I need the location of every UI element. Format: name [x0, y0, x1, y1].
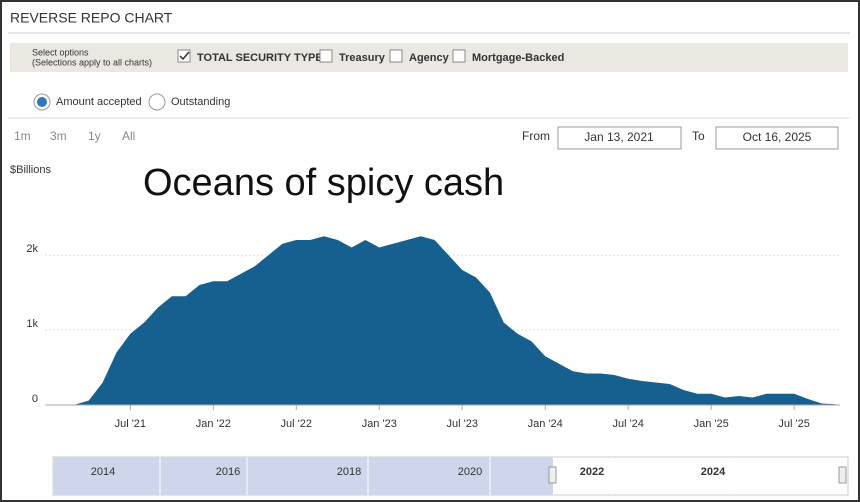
x-tick-label: Jan '24	[528, 418, 563, 430]
navigator-year: 2018	[337, 466, 361, 478]
options-bar	[10, 43, 848, 72]
checkbox-label[interactable]: Mortgage-Backed	[472, 52, 564, 64]
checkbox[interactable]	[389, 49, 403, 63]
navigator-year: 2016	[216, 466, 240, 478]
checkbox[interactable]	[452, 49, 466, 63]
from-input[interactable]	[557, 126, 682, 150]
area	[75, 236, 836, 405]
range-button[interactable]: 1y	[88, 129, 101, 143]
x-tick-label: Jul '22	[281, 418, 312, 430]
checkmark[interactable]	[179, 51, 190, 61]
radio[interactable]	[148, 93, 166, 111]
checkbox[interactable]	[177, 49, 191, 63]
y-tick-label: 2k	[26, 243, 38, 255]
plot: 0 1k 2k Jul '21 Jan '22 Jul '22 Jan '23 Jul '23…	[26, 236, 840, 430]
x-tick-label: Jul '21	[115, 418, 146, 430]
navigator-year: 2022	[580, 466, 604, 478]
x-tick-label: Jan '22	[196, 418, 231, 430]
y-axis-label: $Billions	[10, 164, 51, 176]
radio-label[interactable]: Outstanding	[171, 96, 230, 108]
x-tick-label: Jan '25	[694, 418, 729, 430]
options-note: (Selections apply to all charts)	[32, 57, 152, 67]
checkbox-label[interactable]: Treasury	[339, 52, 386, 64]
x-tick-label: Jul '24	[612, 418, 643, 430]
checkbox-label[interactable]: TOTAL SECURITY TYPES	[197, 52, 330, 64]
options-label: Select options	[32, 47, 89, 57]
from-date[interactable]: Jan 13, 2021	[584, 130, 654, 144]
to-label: To	[692, 129, 705, 143]
to-date[interactable]: Oct 16, 2025	[743, 130, 812, 144]
x-tick-label: Jul '23	[447, 418, 478, 430]
y-tick-label: 0	[32, 393, 38, 405]
x-tick-label: Jan '23	[362, 418, 397, 430]
y-tick-label: 1k	[26, 318, 38, 330]
from-label: From	[522, 129, 550, 143]
navigator-year: 2014	[91, 466, 115, 478]
checkbox-label[interactable]: Agency	[409, 52, 450, 64]
navigator-handle[interactable]	[548, 466, 557, 484]
range-button[interactable]: 3m	[50, 129, 67, 143]
range-button[interactable]: 1m	[14, 129, 31, 143]
to-input[interactable]	[715, 126, 839, 150]
x-tick-label: Jul '25	[778, 418, 809, 430]
navigator-selection[interactable]	[52, 457, 553, 495]
checkbox[interactable]	[319, 49, 333, 63]
annotation: Oceans of spicy cash	[143, 162, 504, 204]
navigator-year: 2024	[701, 466, 726, 478]
radio-dot[interactable]	[37, 97, 47, 107]
page-title: REVERSE REPO CHART	[10, 10, 173, 26]
navigator-handle[interactable]	[838, 466, 847, 484]
range-button[interactable]: All	[122, 129, 135, 143]
radio-label[interactable]: Amount accepted	[56, 96, 142, 108]
navigator-year: 2020	[458, 466, 482, 478]
